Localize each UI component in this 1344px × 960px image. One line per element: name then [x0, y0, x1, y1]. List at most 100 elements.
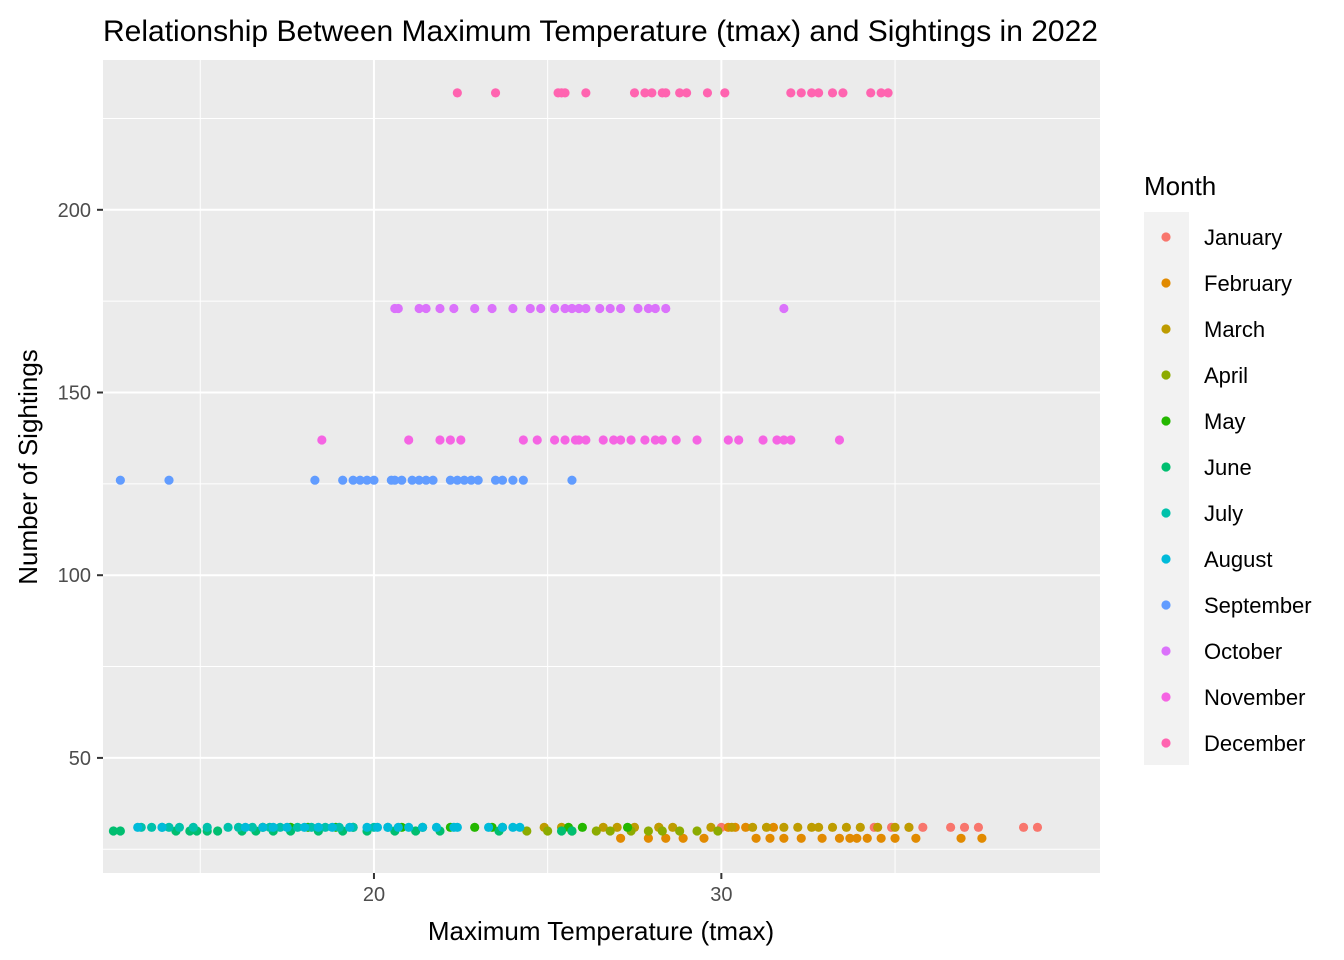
plot-panel [103, 60, 1100, 873]
data-point [560, 303, 570, 314]
data-point [598, 435, 608, 445]
chart-title: Relationship Between Maximum Temperature… [103, 15, 1098, 48]
legend-label: November [1204, 685, 1305, 710]
data-point [407, 475, 417, 485]
data-point [956, 833, 966, 843]
data-point [560, 435, 570, 445]
data-point [452, 475, 462, 485]
data-point [814, 822, 824, 832]
y-tick-label: 150 [58, 383, 91, 405]
data-point [466, 475, 476, 485]
series-october [390, 303, 789, 314]
data-point [706, 822, 716, 832]
data-point [174, 822, 185, 832]
data-point [348, 475, 358, 485]
data-point [223, 822, 233, 832]
data-point [108, 826, 119, 836]
legend-key [1161, 416, 1171, 426]
data-point [320, 822, 330, 832]
data-point [515, 822, 525, 832]
data-point [876, 833, 886, 843]
data-point [862, 833, 872, 843]
data-point [702, 88, 713, 98]
data-point [616, 833, 626, 843]
legend-key [1161, 508, 1171, 518]
data-point [678, 833, 688, 843]
data-point [591, 826, 601, 836]
legend-key [1161, 232, 1171, 242]
data-point [779, 822, 789, 832]
data-point [973, 822, 984, 832]
data-point [779, 303, 789, 314]
data-point [404, 435, 414, 445]
data-point [567, 303, 577, 314]
data-point [692, 826, 702, 836]
data-point [671, 435, 681, 445]
x-axis-title: Maximum Temperature (tmax) [428, 916, 774, 946]
y-axis-title: Number of Sightings [13, 349, 43, 585]
data-point [508, 475, 518, 485]
series-september [115, 475, 577, 485]
x-tick-label: 20 [363, 884, 385, 906]
legend-label: February [1204, 271, 1292, 296]
series-december [452, 88, 893, 98]
data-point [313, 822, 323, 832]
data-point [247, 822, 257, 832]
legend-key [1161, 646, 1171, 656]
data-point [345, 822, 355, 832]
data-point [605, 303, 615, 314]
y-tick-label: 200 [58, 200, 91, 222]
data-point [682, 88, 692, 98]
data-point [827, 822, 838, 832]
data-point [497, 822, 508, 832]
data-point [115, 475, 125, 485]
data-point [327, 822, 337, 832]
legend-label: September [1204, 593, 1312, 618]
legend-key [1161, 370, 1171, 380]
data-point [779, 833, 789, 843]
data-point [946, 822, 956, 832]
data-point [483, 822, 494, 832]
data-point [567, 475, 577, 485]
data-point [282, 822, 292, 832]
data-point [362, 475, 372, 485]
data-point [876, 88, 886, 98]
data-point [612, 822, 622, 832]
legend-key [1161, 692, 1171, 702]
data-point [414, 475, 424, 485]
data-point [550, 435, 560, 445]
data-point [765, 833, 775, 843]
legend-key [1161, 324, 1171, 334]
data-point [445, 475, 455, 485]
legend-title: Month [1144, 171, 1216, 201]
data-point [758, 435, 768, 445]
data-point [393, 303, 403, 314]
data-point [699, 833, 709, 843]
data-point [428, 475, 438, 485]
data-point [417, 822, 428, 832]
data-point [497, 475, 508, 485]
legend-label: August [1204, 547, 1273, 572]
data-point [675, 88, 685, 98]
data-points [108, 88, 1043, 843]
data-point [525, 303, 535, 314]
data-point [445, 435, 455, 445]
series-february [616, 822, 987, 843]
data-point [1018, 822, 1029, 832]
data-point [748, 822, 758, 832]
legend-label: May [1204, 409, 1246, 434]
legend-key [1161, 462, 1171, 472]
data-point [383, 822, 393, 832]
data-point [657, 826, 667, 836]
data-point [855, 822, 865, 832]
data-point [164, 475, 174, 485]
data-point [977, 833, 987, 843]
legend-key [1161, 738, 1171, 748]
data-point [814, 88, 824, 98]
legend-key [1161, 600, 1171, 610]
data-point [157, 822, 167, 832]
data-point [490, 88, 501, 98]
data-point [574, 435, 584, 445]
series-november [317, 435, 845, 445]
y-tick-label: 50 [69, 748, 91, 770]
